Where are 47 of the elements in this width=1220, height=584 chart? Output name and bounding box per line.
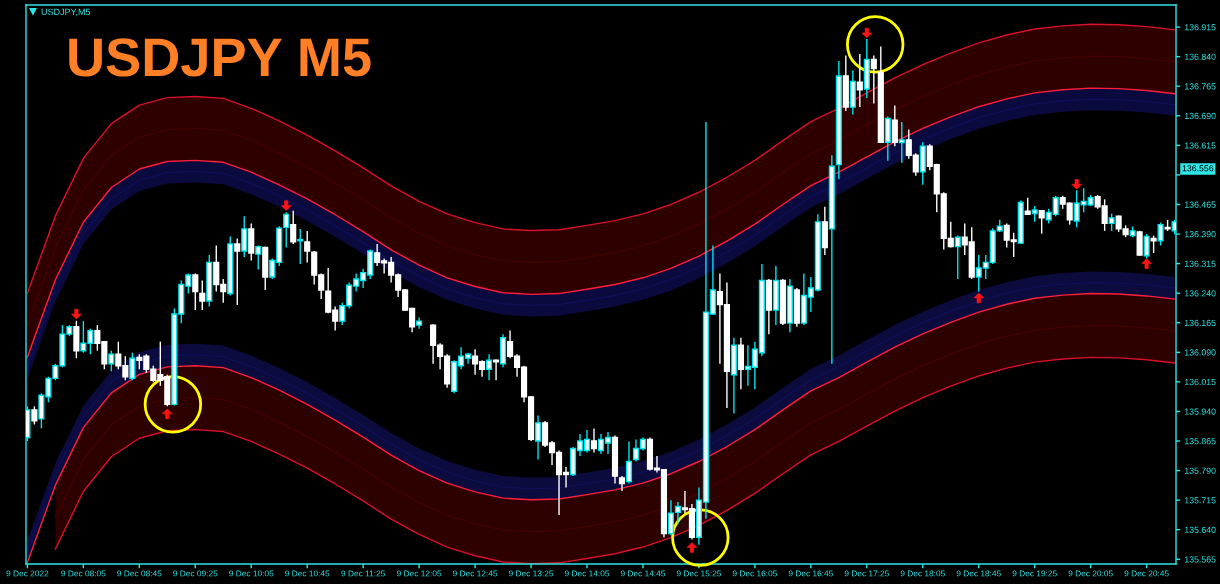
line-series: [26, 23, 1176, 294]
line-series: [54, 356, 1176, 564]
x-tick-label: 9 Dec 16:45: [788, 570, 833, 577]
y-tick-label: 135.565: [1185, 556, 1216, 563]
y-tick-label: 136.090: [1185, 349, 1216, 356]
x-tick-label: 9 Dec 18:05: [900, 570, 945, 577]
x-tick-label: 9 Dec 18:45: [956, 570, 1001, 577]
y-tick-label: 136.315: [1185, 260, 1216, 267]
x-tick-label: 9 Dec 09:25: [173, 570, 218, 577]
x-tick-label: 9 Dec 10:05: [229, 570, 274, 577]
y-tick-label: 136.915: [1185, 24, 1216, 31]
chart-title: USDJPY M5: [69, 38, 371, 77]
y-tick-label: 136.390: [1185, 231, 1216, 238]
x-tick-label: 9 Dec 10:45: [285, 570, 330, 577]
y-tick-label: 135.865: [1185, 438, 1216, 445]
x-tick-label: 9 Dec 15:25: [676, 570, 722, 577]
text: 136.556: [1182, 165, 1214, 172]
x-tick-label: 9 Dec 20:05: [1068, 570, 1113, 577]
x-tick-label: 9 Dec 13:25: [508, 570, 554, 577]
x-tick-label: 9 Dec 12:45: [453, 570, 498, 577]
x-tick-label: 9 Dec 11:25: [341, 570, 385, 577]
y-tick-label: 135.940: [1185, 408, 1216, 415]
chart-subtitle: USDJPY,M5: [41, 8, 91, 17]
x-tick-label: 9 Dec 16:05: [732, 570, 778, 577]
x-tick-label: 9 Dec 2022: [6, 570, 49, 577]
y-tick-label: 136.465: [1185, 201, 1216, 208]
point: [846, 15, 905, 74]
y-tick-label: 135.640: [1185, 526, 1216, 533]
x-tick-label: 9 Dec 19:25: [1012, 570, 1057, 577]
y-tick-label: 136.690: [1185, 112, 1216, 120]
x-tick-label: 9 Dec 14:45: [620, 570, 666, 577]
y-tick-label: 135.790: [1185, 467, 1216, 474]
y-tick-label: 136.240: [1185, 290, 1216, 297]
y-tick-label: 136.165: [1185, 319, 1216, 326]
point: [143, 375, 203, 434]
x-tick-label: 9 Dec 12:05: [397, 570, 442, 577]
x-tick-label: 9 Dec 17:25: [844, 570, 889, 577]
x-tick-label: 9 Dec 08:45: [117, 570, 162, 577]
y-tick-label: 136.615: [1185, 142, 1216, 149]
y-tick-label: 136.015: [1185, 378, 1216, 386]
x-tick-label: 9 Dec 08:05: [61, 570, 106, 577]
y-tick-label: 135.715: [1185, 497, 1216, 504]
y-tick-label: 136.840: [1185, 53, 1216, 60]
x-tick-label: 9 Dec 14:05: [564, 570, 610, 577]
point: [671, 508, 730, 567]
x-tick-label: 9 Dec 20:45: [1124, 570, 1169, 577]
y-tick-label: 136.765: [1185, 83, 1216, 90]
